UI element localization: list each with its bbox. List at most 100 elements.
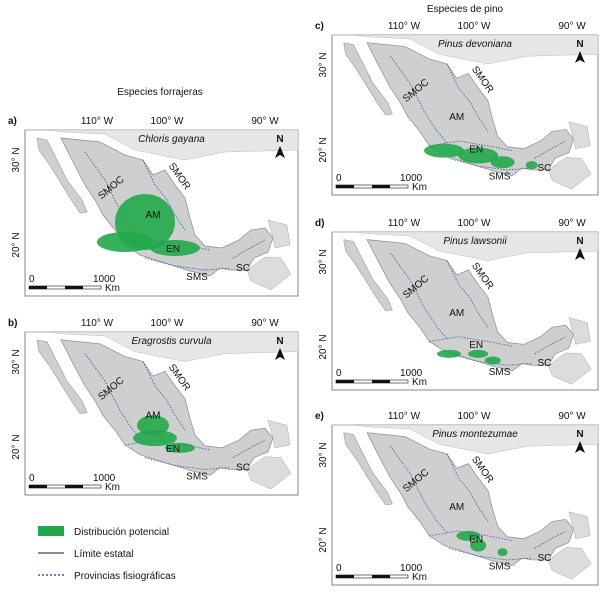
potential-distribution — [490, 156, 515, 169]
region-label: SMS — [186, 471, 208, 482]
potential-distribution — [484, 356, 501, 365]
potential-distribution — [150, 240, 200, 256]
species-name: Pinus lawsonii — [443, 236, 507, 247]
longitude-label: 110° W — [388, 411, 421, 422]
panel-letter: a) — [8, 116, 17, 127]
potential-distribution — [525, 161, 538, 170]
scale-label: 0 — [29, 274, 35, 285]
region-label: SC — [236, 263, 250, 274]
scale-label: Km — [412, 182, 427, 193]
latitude-label: 20° N — [11, 434, 22, 459]
scale-label: 1000 — [93, 473, 116, 484]
longitude-label: 100° W — [458, 21, 491, 32]
legend-swatch — [38, 526, 64, 536]
scale-label: 1000 — [93, 274, 116, 285]
map-panel: e) Pinus montezumae 110° W 100° W 90° W 30° N… — [315, 411, 599, 586]
scale-label: Km — [105, 482, 120, 493]
longitude-label: 90° W — [251, 116, 279, 127]
potential-distribution — [97, 232, 153, 252]
region-label: AM — [146, 210, 161, 221]
scale-bar-segment — [29, 286, 47, 289]
longitude-label: 110° W — [388, 21, 421, 32]
longitude-label: 90° W — [558, 411, 586, 422]
latitude-label: 20° N — [318, 334, 329, 359]
scale-label: 0 — [336, 368, 342, 379]
scale-label: 1000 — [400, 368, 423, 379]
potential-distribution — [133, 430, 177, 447]
scale-bar-segment — [372, 380, 390, 383]
region-label: SC — [537, 163, 551, 174]
scale-label: 1000 — [400, 563, 423, 574]
potential-distribution — [456, 530, 481, 541]
potential-distribution — [497, 548, 508, 557]
scale-bar-segment — [29, 485, 47, 488]
region-label: SC — [537, 553, 551, 564]
scale-bar-segment — [336, 185, 354, 188]
longitude-label: 110° W — [81, 318, 114, 329]
longitude-label: 90° W — [558, 218, 586, 229]
scale-bar-segment — [336, 380, 354, 383]
north-label: N — [576, 39, 583, 50]
region-label: EN — [166, 244, 180, 255]
north-label: N — [576, 429, 583, 440]
latitude-label: 20° N — [318, 137, 329, 162]
region-label: SMS — [489, 562, 511, 573]
legend-label: Límite estatal — [74, 549, 133, 560]
species-name: Eragrostis curvula — [131, 336, 211, 347]
latitude-label: 30° N — [318, 52, 329, 77]
north-label: N — [276, 134, 283, 145]
panel-letter: b) — [8, 318, 17, 329]
scale-label: 0 — [336, 173, 342, 184]
latitude-label: 30° N — [318, 442, 329, 467]
region-label: SC — [537, 358, 551, 369]
region-label: EN — [166, 444, 180, 455]
scale-label: Km — [105, 283, 120, 294]
legend-label: Provincias fisiográficas — [74, 571, 176, 582]
latitude-label: 30° N — [11, 147, 22, 172]
region-label: SC — [236, 462, 250, 473]
potential-distribution — [165, 442, 195, 453]
scale-label: 1000 — [400, 173, 423, 184]
region-label: SMS — [186, 272, 208, 283]
region-label: SMS — [489, 172, 511, 183]
latitude-label: 20° N — [318, 527, 329, 552]
longitude-label: 100° W — [151, 318, 184, 329]
map-panel: b) Eragrostis curvula 110° W 100° W 90° W 30°… — [8, 318, 299, 496]
region-label: AM — [449, 308, 464, 319]
north-label: N — [276, 336, 283, 347]
region-label: SMS — [489, 367, 511, 378]
scale-label: Km — [412, 572, 427, 583]
species-name: Pinus montezumae — [432, 429, 518, 440]
region-label: EN — [469, 340, 483, 351]
longitude-label: 110° W — [388, 218, 421, 229]
scale-bar-segment — [65, 485, 83, 488]
scale-label: 0 — [336, 563, 342, 574]
panel-letter: c) — [315, 21, 324, 32]
scale-bar-segment — [65, 286, 83, 289]
panel-letter: d) — [315, 218, 324, 229]
species-name: Pinus devoniana — [438, 39, 512, 50]
potential-distribution — [470, 539, 487, 552]
longitude-label: 100° W — [458, 218, 491, 229]
region-label: EN — [469, 145, 483, 156]
potential-distribution — [468, 349, 489, 358]
potential-distribution — [424, 143, 465, 158]
longitude-label: 100° W — [151, 116, 184, 127]
scale-label: Km — [412, 377, 427, 388]
latitude-label: 30° N — [318, 249, 329, 274]
region-label: AM — [449, 112, 464, 123]
latitude-label: 30° N — [11, 349, 22, 374]
map-panel: c) Pinus devoniana 110° W 100° W 90° W 30° N 2… — [315, 21, 599, 196]
legend: Distribución potencial Límite estatal Pr… — [38, 526, 176, 582]
map-panel: a) Chloris gayana 110° W 100° W 90° W 30° N 20… — [8, 116, 299, 297]
potential-distribution — [436, 349, 461, 358]
legend-label: Distribución potencial — [74, 527, 169, 538]
panel-letter: e) — [315, 411, 324, 422]
scale-bar-segment — [372, 185, 390, 188]
longitude-label: 90° W — [558, 21, 586, 32]
group-title: Especies de pino — [427, 4, 504, 15]
group-title: Especies forrajeras — [117, 87, 203, 98]
scale-label: 0 — [29, 473, 35, 484]
potential-distribution — [137, 415, 169, 436]
